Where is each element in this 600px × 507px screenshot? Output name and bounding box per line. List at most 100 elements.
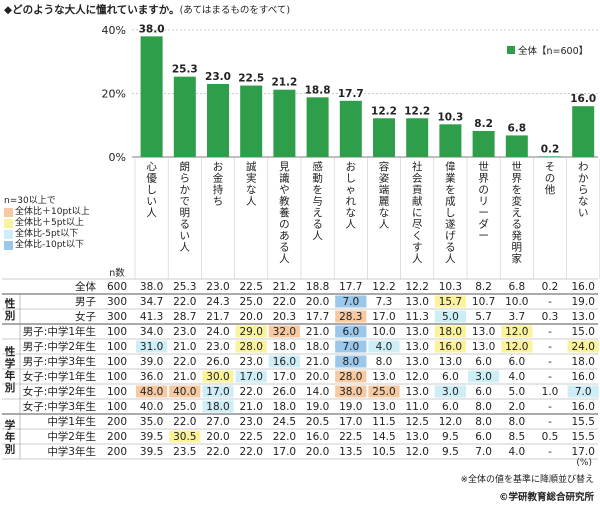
- row-label: 男子:中学3年生: [23, 355, 96, 368]
- table-cell: 15.0: [572, 326, 595, 338]
- table-cell: 19.0: [339, 401, 362, 413]
- bar: [572, 106, 595, 157]
- table-cell: 10.0: [505, 296, 528, 308]
- bar: [140, 36, 163, 157]
- row-label: 女子:中学1年生: [23, 370, 96, 383]
- table-cell: 11.5: [372, 416, 395, 428]
- table-cell: 10.5: [372, 446, 395, 458]
- table-cell: 17.0: [206, 386, 229, 398]
- table-cell: 22.5: [240, 431, 263, 443]
- table-cell: 21.0: [173, 371, 196, 383]
- bar: [406, 118, 429, 157]
- table-cell: 1.0: [542, 386, 559, 398]
- chart-title: ◆どのような大人に憧れていますか。(あてはまるものをすべて): [4, 2, 290, 17]
- table-unit: (%): [576, 458, 592, 468]
- legend-label: 全体【n=600】: [518, 45, 588, 57]
- table-cell: 17.7: [339, 281, 362, 293]
- category-label: 感動を与える人: [312, 160, 323, 242]
- table-cell: 13.0: [406, 326, 429, 338]
- table-cell: -: [548, 446, 552, 458]
- highlight-cell: [434, 385, 466, 398]
- table-cell: 16.0: [273, 356, 296, 368]
- table-cell: -: [548, 356, 552, 368]
- table-cell: 30.0: [206, 371, 229, 383]
- table-cell: 18.0: [306, 341, 329, 353]
- legend-item-plus10: 全体比＋10pt以上: [4, 207, 128, 218]
- table-cell: 24.3: [206, 296, 229, 308]
- table-cell: 8.2: [475, 281, 492, 293]
- highlight-cell: [202, 400, 234, 413]
- table-cell: 11.0: [406, 401, 429, 413]
- table-cell: 41.3: [140, 311, 163, 323]
- table-cell: 19.0: [306, 401, 329, 413]
- highlight-cell: [501, 340, 533, 353]
- table-cell: 23.0: [240, 356, 263, 368]
- highlight-cell: [335, 310, 367, 323]
- row-n: 100: [107, 356, 127, 368]
- bar: [273, 89, 296, 157]
- table-cell: 21.0: [306, 326, 329, 338]
- table-cell: 9.5: [442, 431, 459, 443]
- table-cell: 22.0: [240, 446, 263, 458]
- table-cell: 39.0: [140, 356, 163, 368]
- table-cell: 22.0: [273, 431, 296, 443]
- highlight-cell: [567, 340, 599, 353]
- table-cell: -: [548, 416, 552, 428]
- legend-swatch: [4, 241, 13, 250]
- data-label: 23.0: [205, 71, 231, 83]
- category-label: 朗らかで明るい人: [180, 161, 191, 254]
- highlight-cell: [335, 385, 367, 398]
- highlight-cell: [501, 325, 533, 338]
- highlight-cell: [202, 370, 234, 383]
- table-cell: 14.5: [372, 431, 395, 443]
- highlight-cell: [335, 295, 367, 308]
- table-cell: 39.5: [140, 446, 163, 458]
- row-n: 100: [107, 386, 127, 398]
- table-cell: 13.0: [406, 431, 429, 443]
- data-label: 38.0: [139, 23, 165, 35]
- highlight-cell: [335, 340, 367, 353]
- table-cell: 11.3: [406, 311, 429, 323]
- table-cell: 18.0: [572, 356, 595, 368]
- highlight-cell: [268, 325, 300, 338]
- category-label: 社会貢献に尽くす人: [412, 160, 423, 265]
- data-label: 17.7: [338, 88, 364, 100]
- table-cell: 25.3: [173, 281, 196, 293]
- highlight-cell: [235, 325, 267, 338]
- row-label: 全体: [75, 280, 96, 293]
- category-label: 容姿端麗な人: [379, 160, 390, 231]
- row-label: 中学2年生: [47, 430, 96, 443]
- table-cell: 23.5: [173, 446, 196, 458]
- table-cell: 31.0: [140, 341, 163, 353]
- table-cell: 17.0: [240, 371, 263, 383]
- table-cell: 36.0: [140, 371, 163, 383]
- table-cell: -: [548, 296, 552, 308]
- table-cell: 8.5: [508, 431, 525, 443]
- table-cell: 5.0: [442, 311, 459, 323]
- table-cell: 12.0: [439, 416, 462, 428]
- table-cell: 29.0: [240, 326, 263, 338]
- y-tick-label: 0%: [109, 151, 126, 164]
- table-cell: 24.5: [273, 416, 296, 428]
- row-label: 中学1年生: [47, 415, 96, 428]
- table-cell: 25.0: [173, 401, 196, 413]
- table-cell: 10.3: [439, 281, 462, 293]
- category-label: おしゃれな人: [346, 161, 357, 231]
- table-cell: 25.0: [240, 296, 263, 308]
- table-cell: 20.0: [240, 311, 263, 323]
- table-cell: -: [548, 326, 552, 338]
- table-cell: 15.7: [439, 296, 462, 308]
- data-label: 10.3: [437, 111, 463, 123]
- table-cell: 6.0: [342, 326, 359, 338]
- table-cell: 12.5: [406, 416, 429, 428]
- table-cell: 48.0: [140, 386, 163, 398]
- bar: [173, 76, 196, 157]
- table-cell: 17.0: [572, 446, 595, 458]
- table-cell: 2.0: [508, 401, 525, 413]
- table-cell: 17.0: [339, 416, 362, 428]
- y-tick-label: 20%: [102, 88, 126, 101]
- table-cell: 23.0: [173, 326, 196, 338]
- bar: [207, 83, 229, 157]
- table-cell: 0.5: [542, 431, 559, 443]
- table-cell: 39.5: [140, 431, 163, 443]
